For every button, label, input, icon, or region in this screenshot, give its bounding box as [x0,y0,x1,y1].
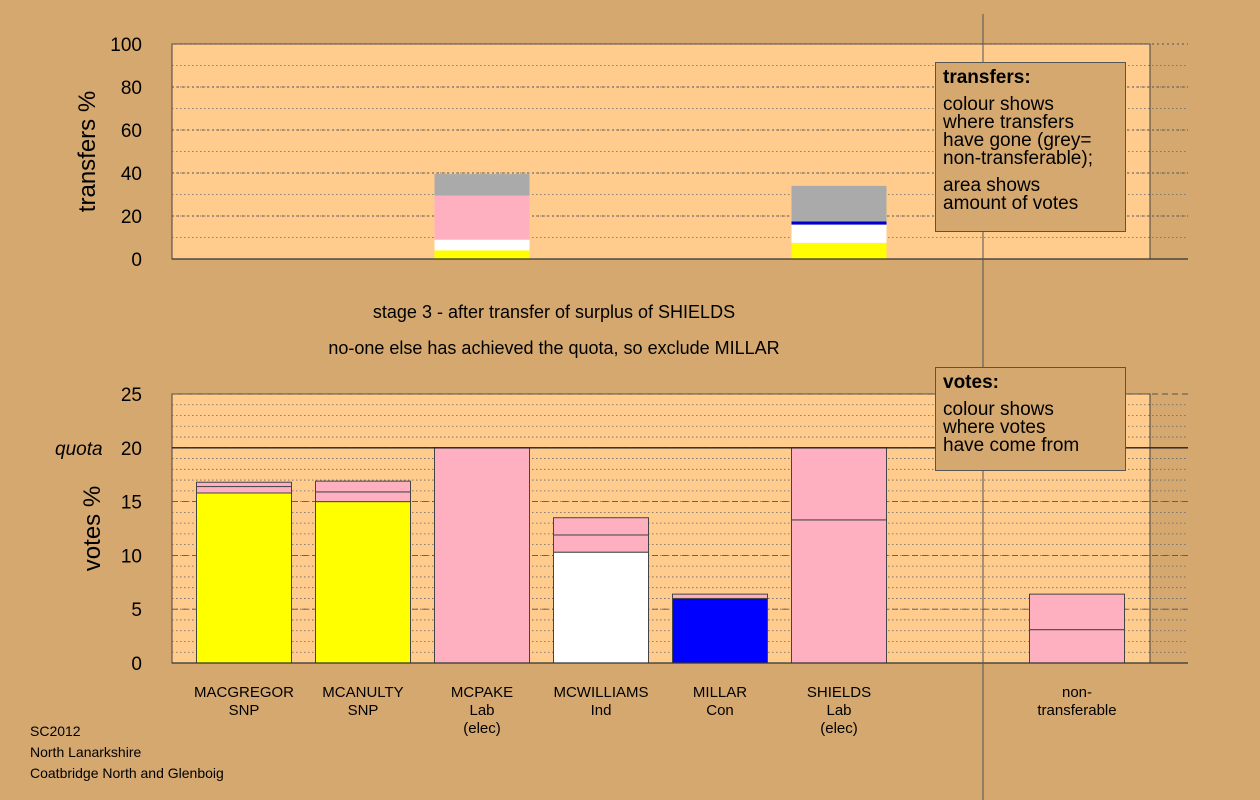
votes-y-tick-label: 5 [131,600,142,621]
transfers-y-axis-title: transfers % [74,91,101,212]
transfers-legend-line: have gone (grey= [943,130,1092,151]
votes-legend-line: colour shows [943,399,1054,420]
candidate-label: MCANULTY SNP [322,684,403,719]
transfers-legend-title: transfers: [943,67,1031,88]
votes-y-tick-label: 15 [121,493,142,514]
votes-bar-segment [1029,593,1125,631]
transfers-legend: transfers: colour shows where transfers … [935,62,1126,232]
transfers-bar-segment [434,250,530,259]
candidate-label: MCPAKE Lab (elec) [451,684,513,737]
transfers-legend-line: colour shows [943,94,1054,115]
transfers-y-tick-label: 20 [121,207,142,228]
votes-bar-segment [791,519,887,664]
votes-y-tick-label: 20 [121,439,142,460]
votes-bar-segment [553,517,649,536]
votes-bar-segment [1029,629,1125,664]
transfers-bar-segment [791,242,887,259]
votes-bar-segment [196,486,292,494]
transfers-legend-line: where transfers [943,112,1074,133]
votes-y-axis-title: votes % [79,486,106,571]
candidate-label: MCWILLIAMS Ind [553,684,648,719]
candidate-label: SHIELDS Lab (elec) [807,684,871,737]
quota-label: quota [55,439,103,460]
candidate-label: non-transferable [1037,684,1116,719]
transfers-legend-line: area shows [943,175,1041,196]
transfers-y-tick-label: 0 [131,250,142,271]
caption-line-2: no-one else has achieved the quota, so e… [328,338,779,358]
caption-line-1: stage 3 - after transfer of surplus of S… [373,302,735,322]
candidate-label: MILLAR Con [693,684,747,719]
transfers-bar-segment [434,195,530,240]
votes-bar-segment [553,534,649,553]
votes-legend-line: have come from [943,435,1080,456]
footer-line: Coatbridge North and Glenboig [30,765,224,781]
footer-line: SC2012 [30,723,81,739]
transfers-y-tick-label: 80 [121,78,142,99]
votes-y-tick-label: 10 [121,546,142,567]
transfers-bar-segment [791,185,887,222]
votes-bar-segment [791,447,887,521]
transfers-bar-segment [791,221,887,225]
votes-bar-segment [196,492,292,664]
votes-bar-segment [553,551,649,664]
footer: SC2012 North Lanarkshire Coatbridge Nort… [30,721,224,784]
transfers-bar-segment [434,239,530,251]
votes-y-tick-label: 25 [121,385,142,406]
votes-legend: votes: colour shows where votes have com… [935,367,1126,471]
votes-bar-segment [196,481,292,488]
votes-bar-segment [315,491,411,503]
transfers-y-tick-label: 100 [110,35,142,56]
votes-legend-title: votes: [943,372,999,393]
votes-bar-segment [315,480,411,493]
votes-bar-segment [434,447,530,664]
transfers-y-tick-label: 60 [121,121,142,142]
transfers-bar-segment [434,174,530,196]
votes-y-tick-label: 0 [131,654,142,675]
transfers-legend-line: non-transferable); [943,148,1093,169]
candidate-label: MACGREGOR SNP [194,684,294,719]
transfers-y-tick-label: 40 [121,164,142,185]
votes-bar-segment [315,501,411,664]
transfers-bar-segment [791,224,887,243]
votes-legend-line: where votes [943,417,1046,438]
footer-line: North Lanarkshire [30,744,142,760]
votes-bar-segment [672,593,768,599]
votes-bar-segment [672,597,768,664]
transfers-legend-line: amount of votes [943,193,1079,214]
